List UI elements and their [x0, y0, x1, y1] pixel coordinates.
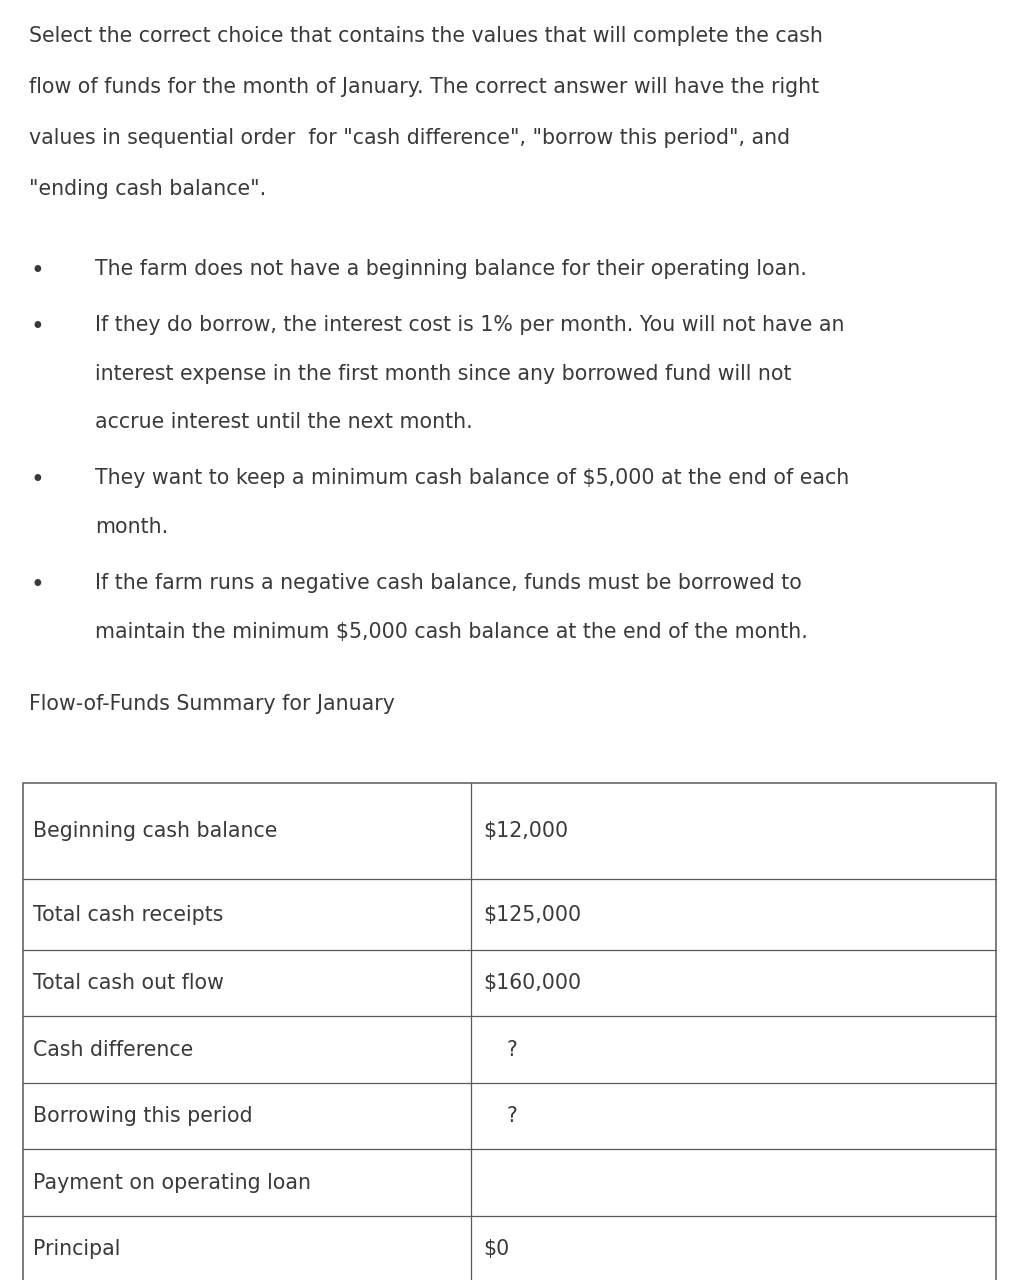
Text: maintain the minimum $5,000 cash balance at the end of the month.: maintain the minimum $5,000 cash balance…: [95, 622, 808, 643]
Text: They want to keep a minimum cash balance of $5,000 at the end of each: They want to keep a minimum cash balance…: [95, 468, 849, 489]
Text: Total cash out flow: Total cash out flow: [33, 973, 223, 993]
Text: Borrowing this period: Borrowing this period: [33, 1106, 252, 1126]
Text: Flow-of-Funds Summary for January: Flow-of-Funds Summary for January: [29, 694, 395, 714]
Text: values in sequential order  for "cash difference", "borrow this period", and: values in sequential order for "cash dif…: [29, 128, 790, 148]
Text: $0: $0: [484, 1239, 510, 1260]
Text: •: •: [31, 315, 44, 338]
Text: month.: month.: [95, 517, 168, 538]
Bar: [23, 783, 996, 1280]
Text: ?: ?: [506, 1039, 517, 1060]
Text: If the farm runs a negative cash balance, funds must be borrowed to: If the farm runs a negative cash balance…: [95, 573, 802, 594]
Text: $160,000: $160,000: [484, 973, 581, 993]
Text: If they do borrow, the interest cost is 1% per month. You will not have an: If they do borrow, the interest cost is …: [95, 315, 844, 335]
Text: Select the correct choice that contains the values that will complete the cash: Select the correct choice that contains …: [29, 26, 823, 46]
Text: interest expense in the first month since any borrowed fund will not: interest expense in the first month sinc…: [95, 364, 791, 384]
Text: Payment on operating loan: Payment on operating loan: [33, 1172, 311, 1193]
Text: Beginning cash balance: Beginning cash balance: [33, 822, 277, 841]
Text: •: •: [31, 259, 44, 282]
Text: Principal: Principal: [33, 1239, 120, 1260]
Text: accrue interest until the next month.: accrue interest until the next month.: [95, 412, 472, 433]
Text: The farm does not have a beginning balance for their operating loan.: The farm does not have a beginning balan…: [95, 259, 807, 279]
Text: $12,000: $12,000: [484, 822, 569, 841]
Text: $125,000: $125,000: [484, 905, 581, 924]
Text: ?: ?: [506, 1106, 517, 1126]
Text: •: •: [31, 468, 44, 492]
Text: "ending cash balance".: "ending cash balance".: [29, 179, 267, 200]
Text: Total cash receipts: Total cash receipts: [33, 905, 223, 924]
Text: •: •: [31, 573, 44, 596]
Text: flow of funds for the month of January. The correct answer will have the right: flow of funds for the month of January. …: [29, 77, 819, 97]
Text: Cash difference: Cash difference: [33, 1039, 193, 1060]
